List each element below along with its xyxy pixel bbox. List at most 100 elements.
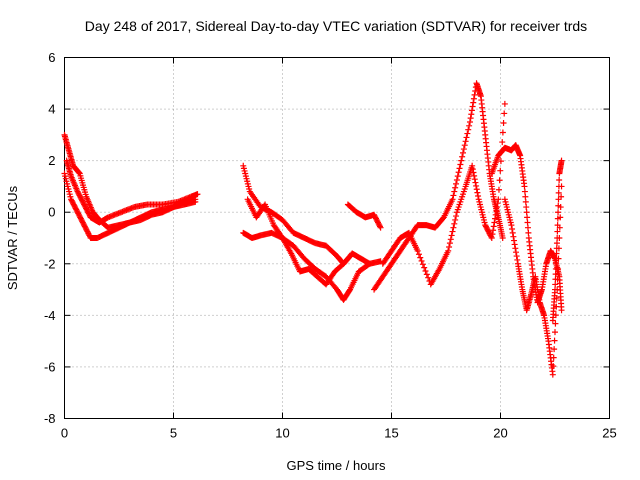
- data-point: [458, 157, 465, 164]
- data-point: [523, 204, 530, 211]
- data-point: [425, 274, 432, 281]
- data-point: [499, 129, 506, 136]
- data-point: [466, 122, 473, 129]
- data-point: [490, 227, 497, 234]
- data-point: [555, 202, 562, 209]
- chart-title: Day 248 of 2017, Sidereal Day-to-day VTE…: [85, 18, 587, 34]
- data-point: [513, 253, 520, 260]
- data-point: [365, 261, 372, 268]
- data-point: [553, 250, 560, 257]
- data-point: [455, 169, 462, 176]
- data-point: [473, 186, 480, 193]
- data-point: [554, 222, 561, 229]
- data-point: [492, 211, 499, 218]
- data-point: [499, 235, 506, 241]
- data-point: [452, 184, 459, 191]
- series-track-7: [344, 201, 384, 231]
- data-point: [475, 192, 482, 199]
- data-point: [445, 247, 452, 254]
- data-point: [514, 256, 521, 263]
- data-point: [414, 247, 421, 254]
- x-tick-label: 10: [275, 426, 289, 441]
- data-point: [192, 198, 199, 205]
- data-point: [421, 264, 428, 271]
- data-point: [472, 179, 479, 186]
- data-point: [466, 118, 473, 125]
- data-point: [194, 191, 201, 198]
- x-tick-label: 15: [384, 426, 398, 441]
- data-point: [469, 166, 476, 173]
- data-point: [553, 245, 560, 252]
- data-point: [453, 176, 460, 183]
- data-point: [554, 215, 561, 222]
- x-tick-label: 20: [493, 426, 507, 441]
- data-point: [454, 173, 461, 180]
- data-point: [512, 249, 519, 256]
- data-point: [552, 320, 559, 327]
- data-point: [447, 236, 454, 243]
- y-tick-label: -6: [44, 359, 56, 374]
- data-point: [522, 193, 529, 200]
- data-point: [470, 169, 477, 176]
- data-point: [366, 260, 373, 267]
- plot-frame: [64, 57, 610, 419]
- data-point: [423, 271, 430, 278]
- data-point: [555, 209, 562, 216]
- data-point: [451, 220, 458, 227]
- data-point: [556, 176, 563, 183]
- data-point: [489, 231, 496, 238]
- y-tick-label: 0: [48, 205, 55, 220]
- data-point: [499, 139, 506, 146]
- data-point: [457, 161, 464, 168]
- series-track-9: [379, 100, 508, 288]
- data-point: [510, 233, 517, 240]
- data-point: [511, 241, 518, 248]
- data-point: [460, 146, 467, 153]
- data-point: [522, 198, 529, 205]
- data-point: [555, 196, 562, 203]
- data-point: [449, 196, 456, 203]
- data-point: [450, 224, 457, 231]
- data-point: [376, 223, 383, 230]
- y-tick-label: -4: [44, 308, 56, 323]
- data-point: [491, 219, 498, 226]
- data-point: [521, 188, 528, 195]
- data-point: [524, 214, 531, 221]
- data-point: [552, 281, 559, 288]
- data-points: [61, 80, 565, 378]
- data-point: [552, 329, 558, 336]
- data-point: [524, 224, 531, 231]
- data-point: [467, 115, 474, 122]
- data-point: [471, 172, 478, 179]
- data-point: [554, 235, 561, 241]
- data-point: [553, 255, 560, 262]
- data-point: [76, 169, 83, 176]
- data-point: [422, 268, 429, 275]
- data-point: [550, 363, 557, 370]
- data-point: [463, 134, 470, 141]
- data-point: [469, 162, 476, 169]
- data-point: [509, 225, 516, 232]
- data-point: [450, 192, 457, 199]
- data-point: [497, 167, 504, 174]
- data-point: [558, 307, 565, 314]
- data-point: [496, 177, 503, 184]
- data-point: [523, 209, 530, 216]
- data-point: [521, 183, 528, 190]
- data-point: [552, 276, 559, 283]
- data-point: [456, 165, 463, 172]
- data-point: [465, 126, 472, 133]
- data-point: [494, 204, 501, 211]
- data-point: [473, 182, 480, 189]
- data-point: [524, 219, 531, 226]
- data-point: [377, 224, 384, 231]
- data-point: [461, 142, 468, 149]
- data-point: [349, 250, 356, 257]
- y-tick-label: 2: [48, 153, 55, 168]
- data-point: [490, 223, 497, 230]
- data-point: [471, 176, 478, 183]
- x-tick-labels: 0 5 10 15 20 25: [61, 426, 617, 441]
- y-tick-label: 4: [48, 102, 55, 117]
- y-axis-label: SDTVAR / TECUs: [5, 185, 20, 290]
- data-point: [418, 257, 425, 264]
